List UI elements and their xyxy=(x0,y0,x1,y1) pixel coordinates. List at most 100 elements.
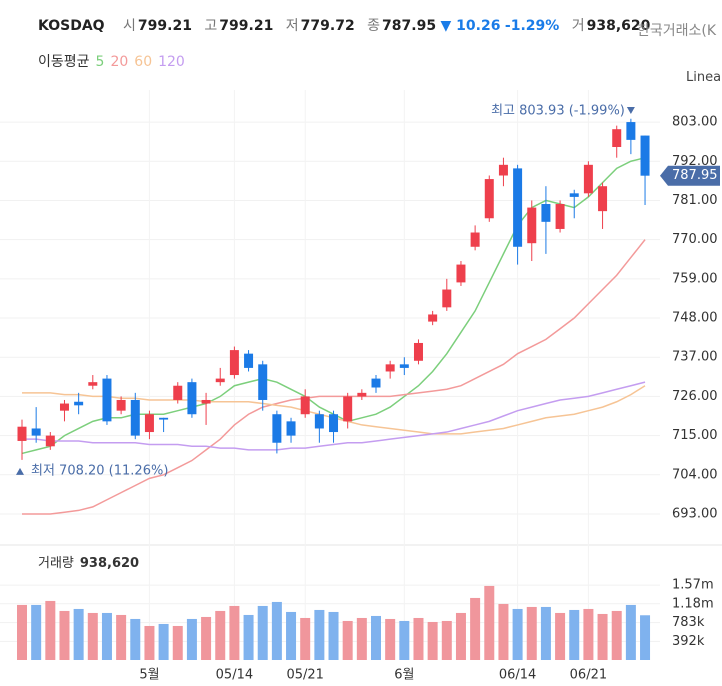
candle-body xyxy=(569,193,579,197)
candle-body xyxy=(385,364,395,372)
y-tick-label: 759.00 xyxy=(672,271,718,286)
y-tick-label: 803.00 xyxy=(672,115,718,130)
candle-body xyxy=(74,401,84,406)
candle-body xyxy=(470,232,480,247)
candle-body xyxy=(442,289,452,308)
candle-body xyxy=(45,435,55,447)
y-tick-label: 726.00 xyxy=(672,389,718,404)
volume-bar xyxy=(314,609,325,660)
volume-bar xyxy=(427,621,438,660)
volume-bar xyxy=(116,614,127,660)
y-tick-label: 748.00 xyxy=(672,311,718,326)
symbol: KOSDAQ xyxy=(38,18,105,34)
candle-body xyxy=(413,342,423,361)
volume-bar xyxy=(441,620,452,660)
candle-body xyxy=(399,364,409,368)
candle-body xyxy=(329,414,339,433)
low-arrow xyxy=(16,467,24,475)
candle-body xyxy=(357,392,367,397)
volume-bar xyxy=(371,615,381,660)
volume-bar xyxy=(640,615,651,660)
candle-body xyxy=(31,428,41,436)
ma-line xyxy=(22,381,646,451)
volume-bar xyxy=(356,617,367,660)
volume-bar xyxy=(611,610,622,660)
x-tick-label: 05/14 xyxy=(216,668,253,683)
low-label: 저 xyxy=(285,18,299,34)
ma-legend-item: 5 xyxy=(95,54,105,70)
x-tick-label: 6월 xyxy=(394,668,414,683)
ma-legend-item: 60 xyxy=(134,54,153,70)
volume-bar xyxy=(498,603,509,660)
change-pct: -1.29% xyxy=(504,18,560,34)
candle-body xyxy=(229,350,239,376)
candle-body xyxy=(612,129,622,148)
y-tick-label: 770.00 xyxy=(672,232,718,247)
volume-bar xyxy=(569,609,580,660)
volume-bar xyxy=(385,618,396,660)
volume-label: 거 xyxy=(571,18,585,34)
candle-body xyxy=(130,399,140,436)
volume-tick-label: 1.57m xyxy=(672,578,714,593)
header: KOSDAQ 시 799.21 고 799.21 저 779.72 종 787.95 ▼… xyxy=(38,15,650,35)
candle-body xyxy=(201,399,211,404)
volume-bar xyxy=(271,601,282,660)
y-tick-label: 781.00 xyxy=(672,193,718,208)
volume-bar xyxy=(583,608,594,660)
volume-label: 거래량 938,620 xyxy=(38,556,139,571)
volume-bar xyxy=(526,606,537,660)
open: 799.21 xyxy=(137,18,192,34)
volume-bar xyxy=(59,610,70,660)
close-label: 종 xyxy=(367,18,381,34)
candle-body xyxy=(258,364,268,400)
volume-bar xyxy=(17,604,27,660)
candle-body xyxy=(215,378,225,383)
volume-tick-label: 392k xyxy=(672,634,705,649)
candle-body xyxy=(300,396,310,415)
volume-bar xyxy=(130,618,141,660)
scale-mode[interactable]: Linea xyxy=(686,70,722,85)
volume-bar xyxy=(31,604,42,660)
candle-body xyxy=(286,421,296,436)
x-tick-label: 05/21 xyxy=(286,668,323,683)
candle-body xyxy=(498,164,508,176)
volume-bar xyxy=(540,606,551,660)
ma-legend-item: 120 xyxy=(158,54,185,70)
low-annotation: 최저 708.20 (11.26%) xyxy=(31,463,168,478)
volume: 938,620 xyxy=(586,18,651,34)
volume-bar xyxy=(73,608,84,660)
volume-bar xyxy=(101,612,112,660)
volume-bar xyxy=(484,585,495,660)
change: ▼ 10.26 xyxy=(440,18,501,34)
volume-bar xyxy=(186,618,197,660)
candle-body xyxy=(555,204,565,229)
volume-bar xyxy=(144,625,155,660)
volume-bar xyxy=(172,625,183,660)
volume-bar xyxy=(286,611,297,660)
close: 787.95 xyxy=(382,18,437,34)
volume-bar xyxy=(328,611,339,660)
candle-body xyxy=(159,417,169,420)
volume-bar xyxy=(243,614,254,660)
candle-body xyxy=(144,414,154,433)
volume-bar xyxy=(45,600,56,660)
x-tick-label: 06/14 xyxy=(499,668,536,683)
candle-body xyxy=(513,168,523,247)
high-label: 고 xyxy=(204,18,218,34)
candle-body xyxy=(527,207,537,244)
volume-bar xyxy=(597,613,608,660)
candle-body xyxy=(484,179,494,219)
candle-body xyxy=(173,385,183,400)
price-tag-label: 787.95 xyxy=(672,168,718,183)
candle-body xyxy=(640,135,650,176)
y-tick-label: 693.00 xyxy=(672,506,718,521)
ma-label: 이동평균 xyxy=(38,54,90,70)
candle-body xyxy=(59,403,69,411)
candle-body xyxy=(88,382,98,386)
y-tick-label: 792.00 xyxy=(672,154,718,169)
volume-bar xyxy=(215,610,226,660)
volume-bar xyxy=(512,608,523,660)
candle-body xyxy=(343,396,353,422)
ma-line xyxy=(22,239,646,515)
